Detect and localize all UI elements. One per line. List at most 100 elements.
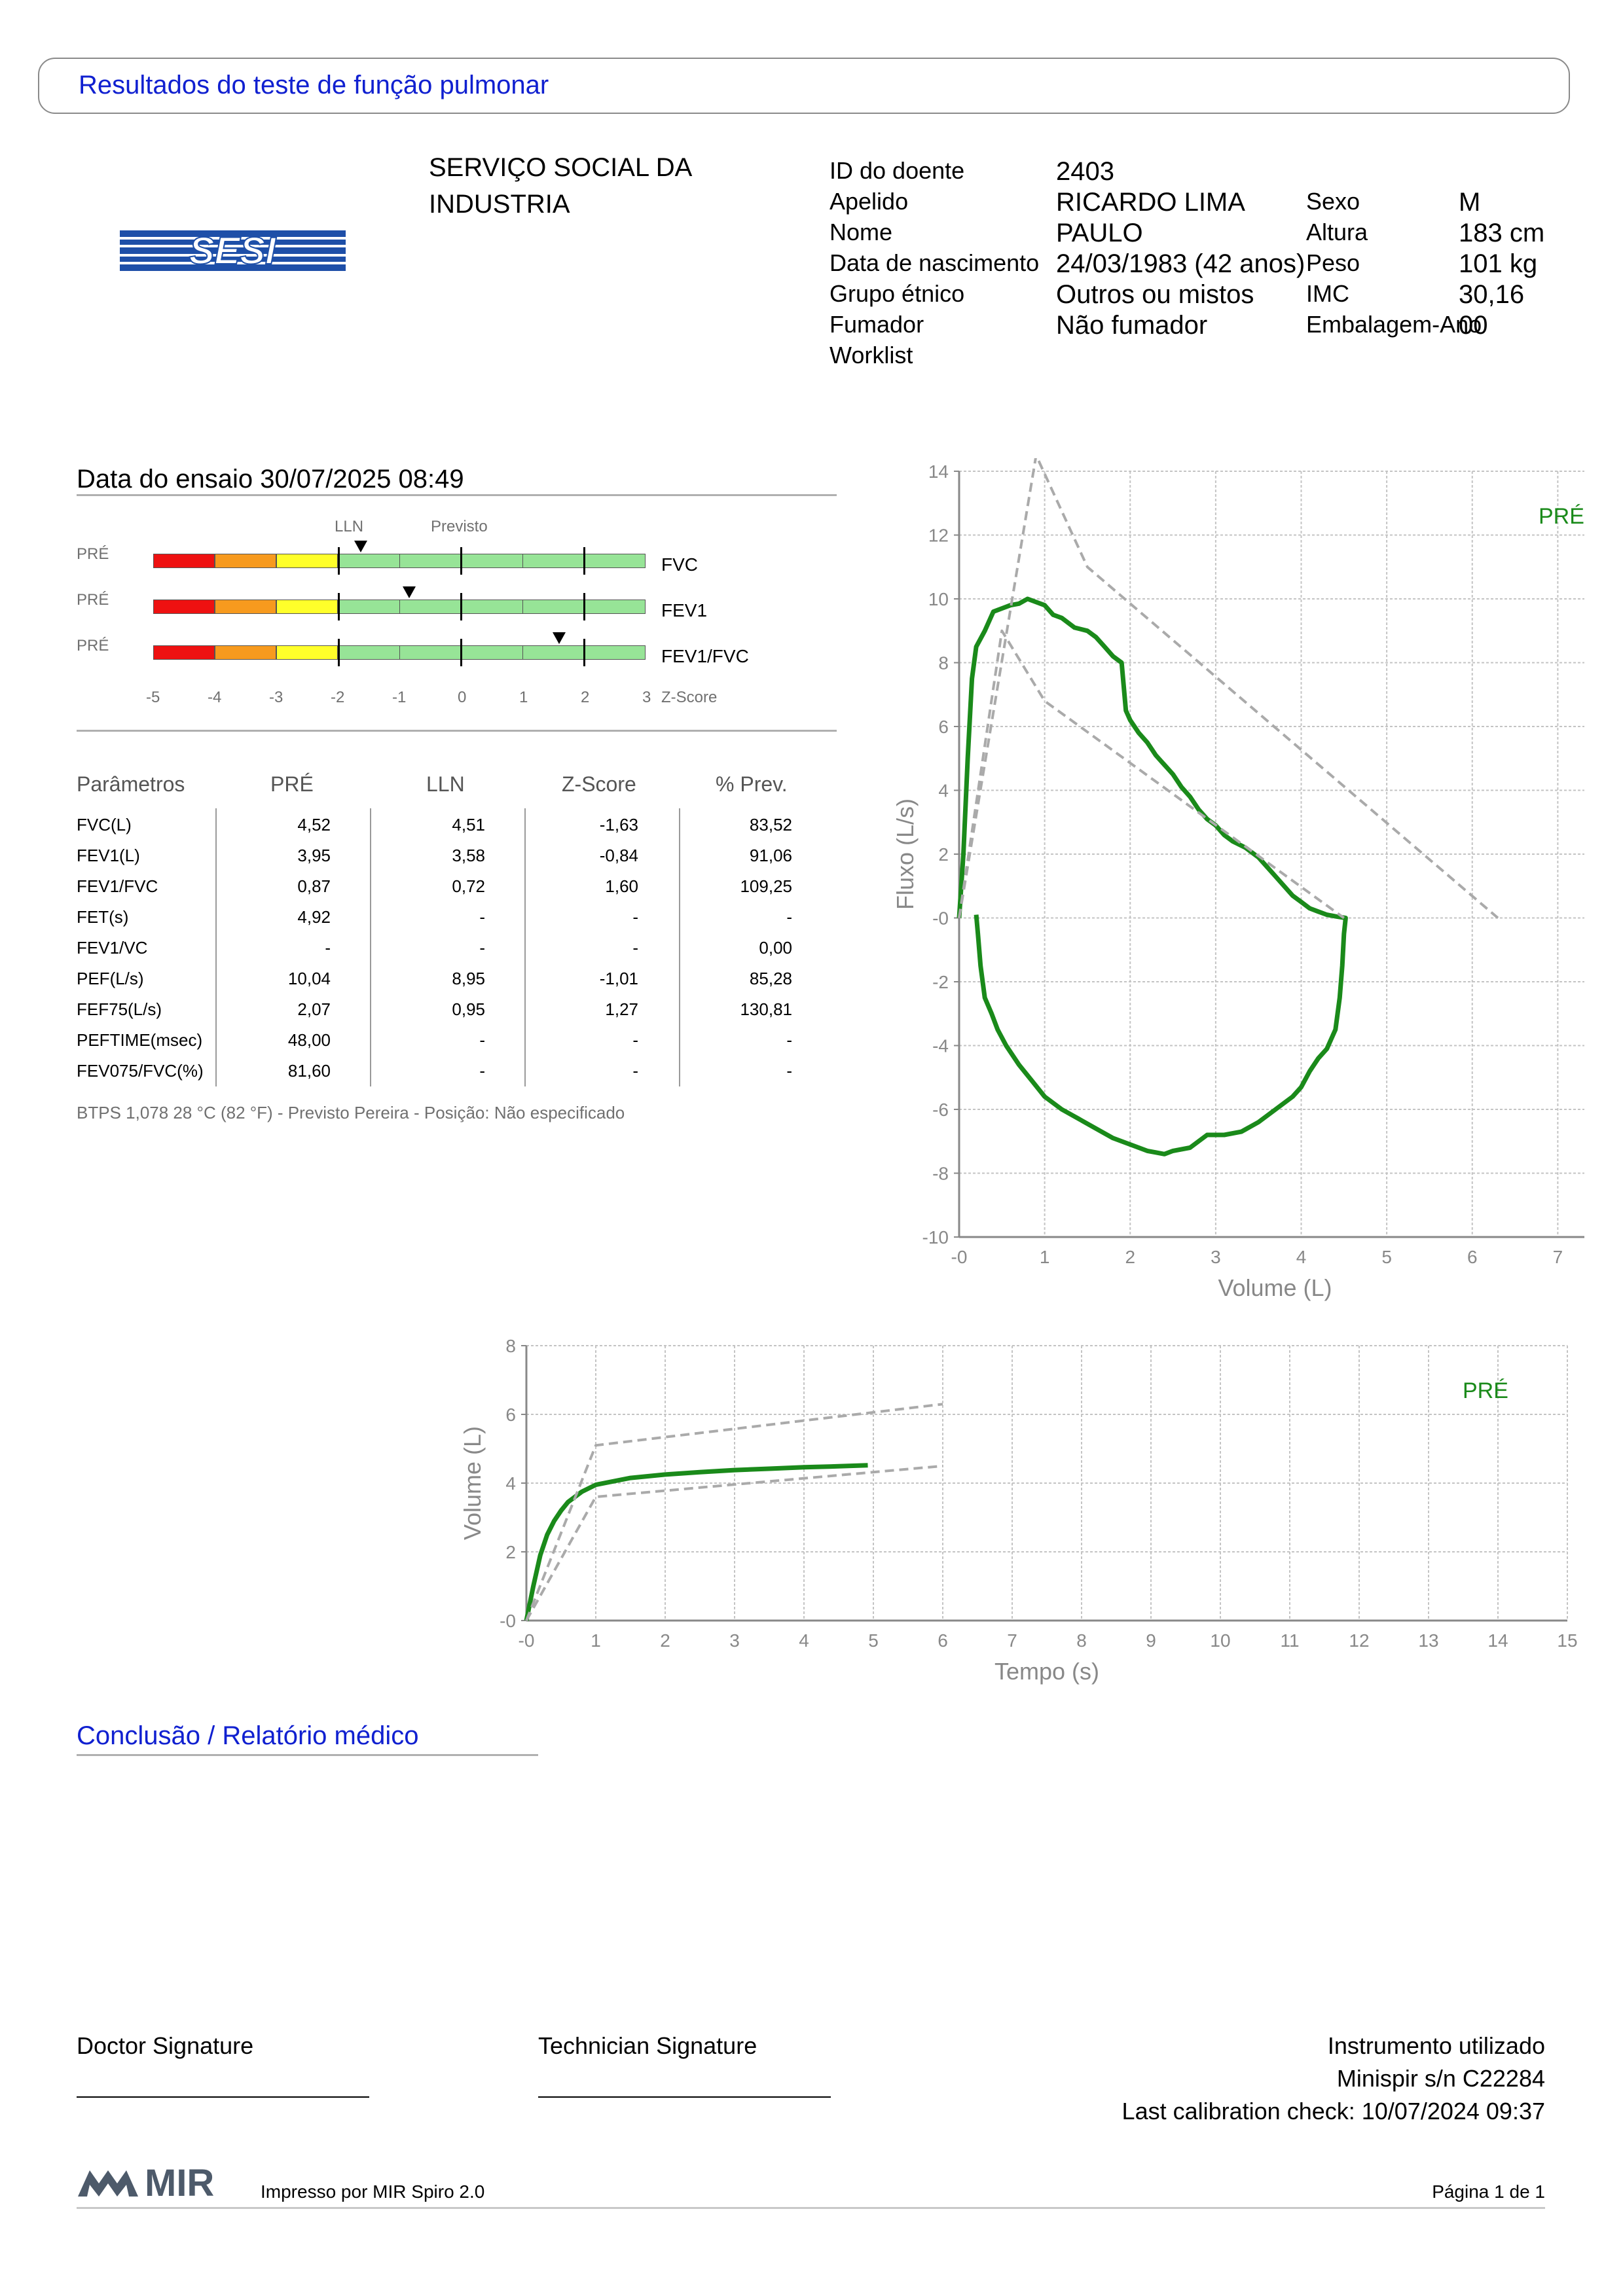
zscore-tick: 2 bbox=[581, 689, 590, 706]
zscore-param-fvc: FVC bbox=[661, 554, 698, 575]
table-cell: - bbox=[479, 1030, 485, 1050]
weight-value: 101 kg bbox=[1459, 249, 1538, 278]
x-tick-label: 7 bbox=[1007, 1630, 1017, 1651]
worklist-label: Worklist bbox=[830, 342, 913, 368]
ethnic-group-value: Outros ou mistos bbox=[1056, 280, 1254, 309]
y-tick-label: 2 bbox=[505, 1542, 516, 1562]
y-tick-label: 8 bbox=[938, 653, 949, 673]
x-tick-label: 4 bbox=[1296, 1247, 1307, 1267]
table-cell: - bbox=[479, 1061, 485, 1081]
table-cell: 48,00 bbox=[287, 1030, 331, 1050]
lln-label: LLN bbox=[335, 518, 364, 535]
x-tick-label: 6 bbox=[1467, 1247, 1478, 1267]
y-tick-label: -10 bbox=[922, 1227, 949, 1247]
technician-signature-label: Technician Signature bbox=[538, 2032, 757, 2059]
table-cell: - bbox=[632, 1061, 638, 1081]
table-row-label: PEFTIME(msec) bbox=[77, 1030, 203, 1050]
x-tick-label: 15 bbox=[1557, 1630, 1577, 1651]
organization-name: SERVIÇO SOCIAL DA INDUSTRIA bbox=[429, 153, 691, 219]
page-number: Página 1 de 1 bbox=[1432, 2181, 1545, 2202]
calibration-check: Last calibration check: 10/07/2024 09:37 bbox=[1122, 2098, 1545, 2125]
divider bbox=[77, 494, 837, 496]
zscore-tick: -3 bbox=[269, 689, 283, 706]
table-cell: - bbox=[632, 938, 638, 958]
zscore-bar-fev1 bbox=[153, 586, 646, 620]
test-date: Data do ensaio 30/07/2025 08:49 bbox=[77, 465, 464, 493]
x-tick-label: 1 bbox=[1040, 1247, 1050, 1267]
table-cell: 1,60 bbox=[605, 876, 638, 896]
table-separator bbox=[679, 808, 680, 1086]
x-tick-label: 14 bbox=[1487, 1630, 1508, 1651]
footer-divider bbox=[77, 2207, 1545, 2209]
x-tick-label: 6 bbox=[938, 1630, 948, 1651]
mir-logo: MIR bbox=[78, 2166, 214, 2199]
table-row-label: FEV075/FVC(%) bbox=[77, 1061, 204, 1081]
zscore-marker-ratio bbox=[553, 632, 566, 644]
table-cell: 0,87 bbox=[297, 876, 331, 896]
table-cell: - bbox=[786, 907, 792, 927]
zscore-tick: 1 bbox=[519, 689, 528, 706]
table-header-prev: % Prev. bbox=[716, 772, 788, 796]
zscore-tick: 0 bbox=[458, 689, 467, 706]
zscore-phase-ratio: PRÉ bbox=[77, 637, 109, 655]
patient-id-label: ID do doente bbox=[830, 157, 965, 184]
table-cell: 91,06 bbox=[749, 846, 792, 865]
zscore-tick: -2 bbox=[331, 689, 345, 706]
table-cell: 3,95 bbox=[297, 846, 331, 865]
zscore-phase-fvc: PRÉ bbox=[77, 545, 109, 563]
x-axis-label: Volume (L) bbox=[1218, 1274, 1332, 1301]
zscore-tick: -1 bbox=[392, 689, 407, 706]
x-tick-label: 12 bbox=[1349, 1630, 1369, 1651]
series-line-pre bbox=[957, 596, 1348, 1157]
x-tick-label: 2 bbox=[1125, 1247, 1135, 1267]
table-cell: 2,07 bbox=[297, 999, 331, 1019]
table-cell: 4,92 bbox=[297, 907, 331, 927]
y-axis-label: Fluxo (L/s) bbox=[892, 798, 919, 910]
y-tick-label: 6 bbox=[505, 1405, 516, 1425]
zscore-tick: -5 bbox=[146, 689, 160, 706]
table-row-label: PEF(L/s) bbox=[77, 969, 144, 988]
conclusion-heading: Conclusão / Relatório médico bbox=[77, 1721, 419, 1750]
zscore-tick: 3 bbox=[642, 689, 651, 706]
table-row-label: FEV1/FVC bbox=[77, 876, 158, 896]
table-cell: - bbox=[325, 938, 331, 958]
table-cell: 4,51 bbox=[452, 815, 485, 834]
smoker-label: Fumador bbox=[830, 311, 924, 338]
table-cell: - bbox=[479, 907, 485, 927]
x-tick-label: 7 bbox=[1553, 1247, 1563, 1267]
x-tick-label: 3 bbox=[1211, 1247, 1221, 1267]
x-tick-label: 13 bbox=[1418, 1630, 1438, 1651]
y-tick-label: -2 bbox=[932, 972, 949, 992]
legend-label: PRÉ bbox=[1539, 504, 1584, 529]
table-cell: 0,72 bbox=[452, 876, 485, 896]
table-row-label: FEF75(L/s) bbox=[77, 999, 162, 1019]
height-label: Altura bbox=[1306, 219, 1368, 245]
table-cell: - bbox=[786, 1030, 792, 1050]
y-tick-label: 8 bbox=[505, 1336, 516, 1356]
report-title-box: Resultados do teste de função pulmonar bbox=[38, 58, 1570, 114]
bmi-label: IMC bbox=[1306, 280, 1349, 307]
y-tick-label: -6 bbox=[932, 1100, 949, 1120]
table-cell: -1,01 bbox=[599, 969, 638, 988]
x-tick-label: 4 bbox=[799, 1630, 809, 1651]
predicted-line bbox=[958, 629, 1345, 920]
legend-label: PRÉ bbox=[1463, 1378, 1508, 1403]
zscore-phase-fev1: PRÉ bbox=[77, 591, 109, 609]
pack-years-value: 00 bbox=[1459, 311, 1488, 340]
zscore-param-fev1: FEV1 bbox=[661, 600, 708, 620]
table-separator bbox=[215, 808, 217, 1086]
x-tick-label: 5 bbox=[1381, 1247, 1392, 1267]
instrument-label: Instrumento utilizado bbox=[1327, 2032, 1545, 2059]
y-tick-label: 6 bbox=[938, 717, 949, 737]
x-tick-label: -0 bbox=[519, 1630, 535, 1651]
divider bbox=[77, 730, 837, 732]
table-cell: 130,81 bbox=[740, 999, 792, 1019]
name-label: Nome bbox=[830, 219, 893, 245]
table-row-label: FET(s) bbox=[77, 907, 129, 927]
ethnic-group-label: Grupo étnico bbox=[830, 280, 965, 307]
bmi-value: 30,16 bbox=[1459, 280, 1525, 309]
table-cell: 0,95 bbox=[452, 999, 485, 1019]
patient-id-value: 2403 bbox=[1056, 157, 1114, 186]
weight-label: Peso bbox=[1306, 249, 1360, 276]
